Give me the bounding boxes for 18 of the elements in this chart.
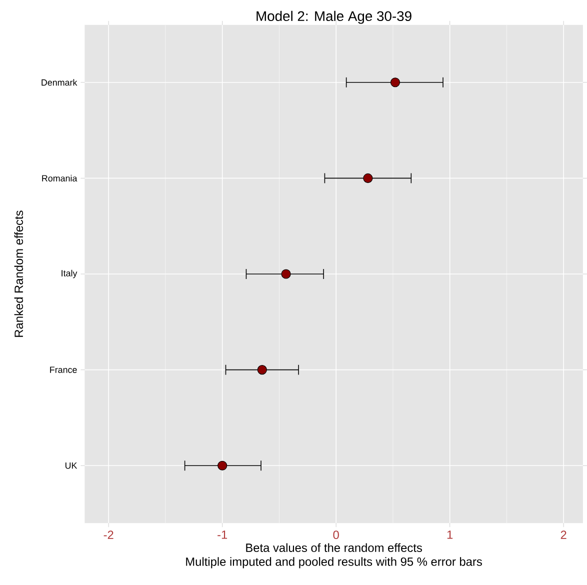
point <box>390 78 400 88</box>
chart-title: Model 2: Male Age 30-39 <box>256 10 412 24</box>
point <box>363 173 373 184</box>
x-tick-label: -1 <box>218 530 228 539</box>
point <box>257 365 267 375</box>
y-axis-title: Ranked Random effects <box>14 210 24 337</box>
y-tick-label: Italy <box>62 270 78 278</box>
x-tick-label: -2 <box>104 530 114 539</box>
y-tick-label: Romania <box>42 174 78 182</box>
y-tick-label: France <box>50 366 77 373</box>
x-tick-label: 0 <box>333 530 339 540</box>
point <box>281 269 291 279</box>
point <box>218 460 228 470</box>
x-tick-label: 1 <box>447 530 453 539</box>
x-tick-label: 2 <box>560 530 566 539</box>
x-axis-title: Beta values of the random effects Multiple imputed and pooled results with 95 % error bars <box>186 543 482 568</box>
y-tick-label: UK <box>65 462 78 469</box>
y-tick-label: Denmark <box>42 79 78 86</box>
